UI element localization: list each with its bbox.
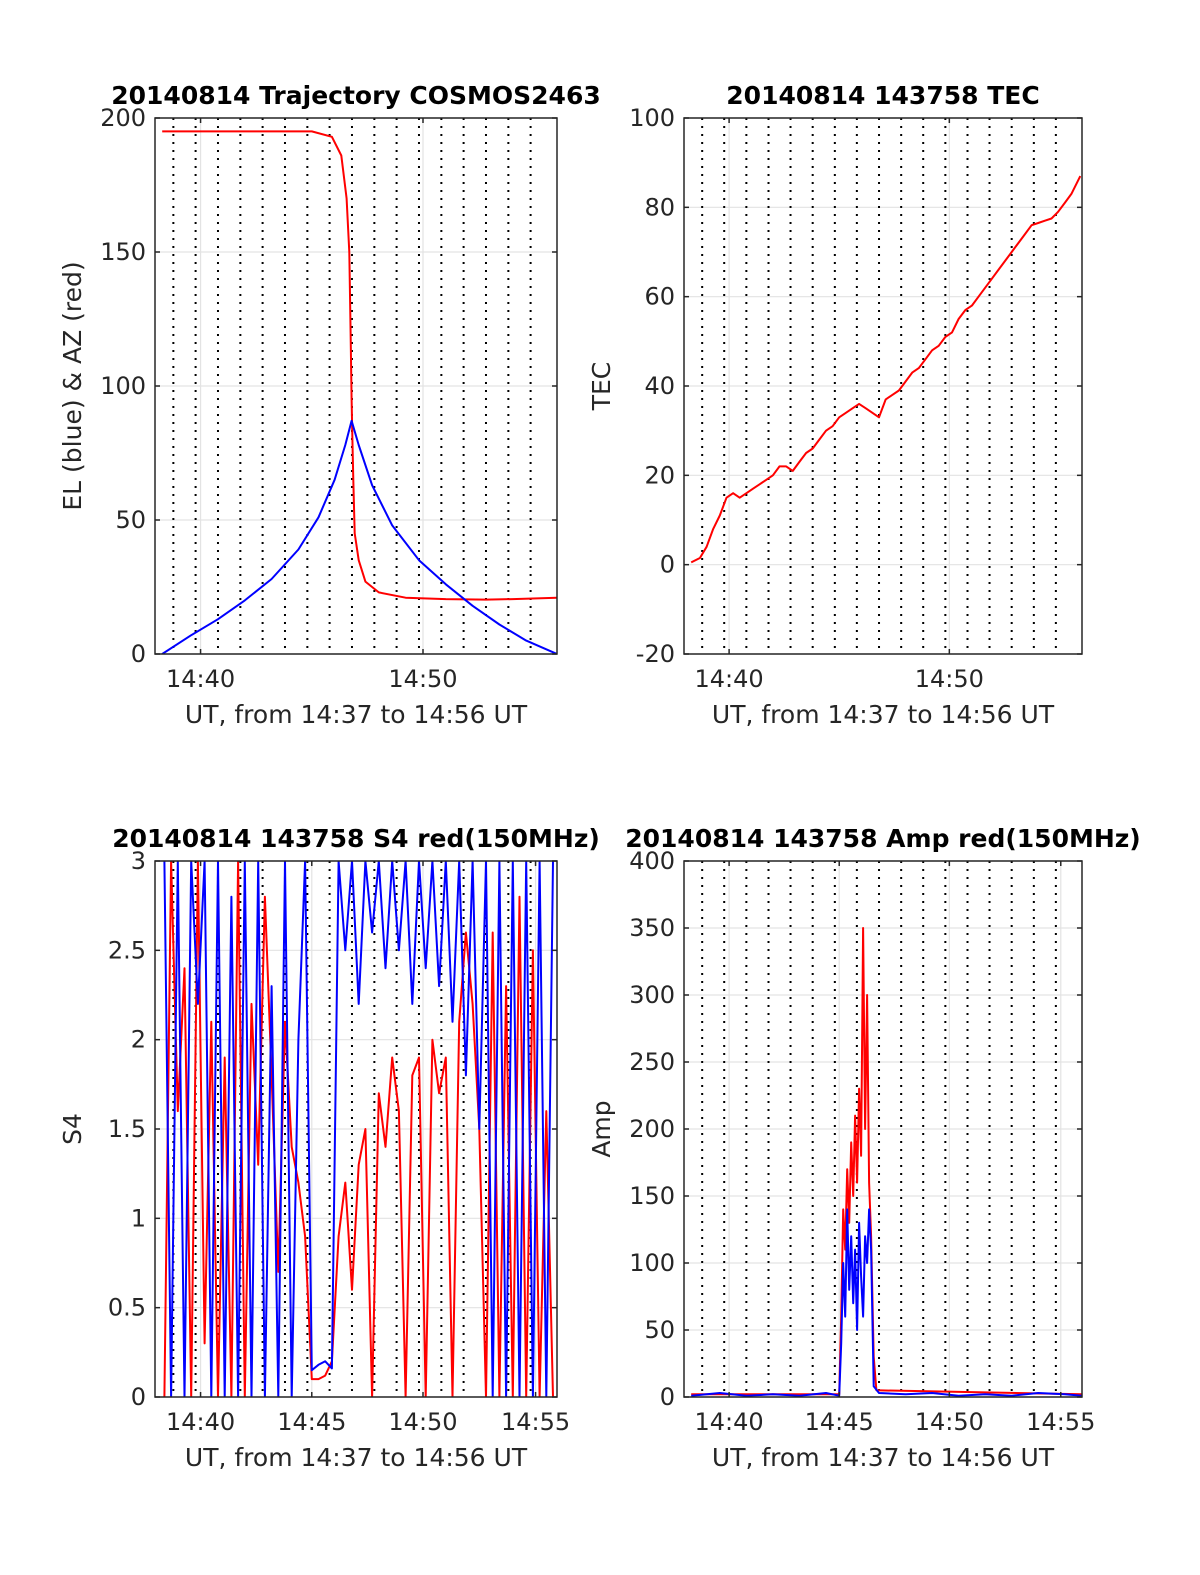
- x-tick-label: 14:40: [695, 1408, 764, 1436]
- y-tick-label: 1.5: [108, 1115, 146, 1143]
- x-axis-label: UT, from 14:37 to 14:56 UT: [185, 700, 528, 729]
- series-group: [163, 861, 554, 1397]
- y-tick-label: 40: [644, 372, 675, 400]
- chart-title: 20140814 143758 Amp red(150MHz): [625, 824, 1141, 853]
- x-axis-label: UT, from 14:37 to 14:56 UT: [712, 1443, 1055, 1472]
- y-tick-label: 50: [115, 506, 146, 534]
- series-line-0: [162, 130, 557, 601]
- x-tick-label: 14:45: [277, 1408, 346, 1436]
- x-tick-label: 14:45: [805, 1408, 874, 1436]
- series-group: [690, 175, 1082, 564]
- x-tick-label: 14:55: [1026, 1408, 1095, 1436]
- x-tick-label: 14:50: [915, 665, 984, 693]
- chart-amp: 0 50 100 150 200 250 300 350 400 14:40 14:45 14:50 1…: [587, 824, 1141, 1472]
- y-tick-label: 3: [131, 847, 146, 875]
- y-tick-label: 150: [100, 238, 146, 266]
- y-tick-label: 60: [644, 283, 675, 311]
- series-group: [161, 130, 557, 654]
- y-tick-label: 20: [644, 461, 675, 489]
- y-tick-label: 100: [629, 1249, 675, 1277]
- y-tick-label: 0: [660, 1383, 675, 1411]
- x-tick-label: 14:40: [695, 665, 764, 693]
- x-axis-label: UT, from 14:37 to 14:56 UT: [185, 1443, 528, 1472]
- y-tick-label: -20: [636, 640, 675, 668]
- y-tick-label: 300: [629, 981, 675, 1009]
- y-tick-label: 0.5: [108, 1294, 146, 1322]
- y-tick-label: 1: [131, 1204, 146, 1232]
- chart-title: 20140814 Trajectory COSMOS2463: [111, 81, 601, 110]
- y-axis-label: EL (blue) & AZ (red): [58, 261, 87, 510]
- series-line-0: [690, 175, 1082, 564]
- x-tick-label: 14:50: [915, 1408, 984, 1436]
- y-tick-label: 100: [629, 104, 675, 132]
- x-tick-label: 14:50: [388, 1408, 457, 1436]
- x-axis-label: UT, from 14:37 to 14:56 UT: [712, 700, 1055, 729]
- y-tick-label: 400: [629, 847, 675, 875]
- y-tick-label: 2: [131, 1026, 146, 1054]
- chart-title: 20140814 143758 TEC: [726, 81, 1039, 110]
- series-line-1: [163, 861, 554, 1397]
- x-tick-label: 14:40: [166, 665, 235, 693]
- y-tick-label: 0: [131, 1383, 146, 1411]
- y-axis-label: TEC: [587, 362, 616, 412]
- x-tick-label: 14:55: [501, 1408, 570, 1436]
- chart-s4: 0 0.5 1 1.5 2 2.5 3 14:40 14:45 14:50 14:55 2014081…: [58, 824, 600, 1472]
- y-axis-label: Amp: [587, 1100, 616, 1157]
- y-tick-label: 50: [644, 1316, 675, 1344]
- y-axis-label: S4: [58, 1113, 87, 1145]
- y-tick-label: 80: [644, 193, 675, 221]
- y-tick-label: 0: [660, 551, 675, 579]
- y-tick-label: 2.5: [108, 936, 146, 964]
- y-tick-label: 200: [629, 1115, 675, 1143]
- y-tick-label: 0: [131, 640, 146, 668]
- y-tick-label: 150: [629, 1182, 675, 1210]
- series-line-1: [161, 419, 557, 654]
- x-tick-label: 14:50: [388, 665, 457, 693]
- chart-tec: -20 0 20 40 60 80 100 14:40 14:50 20140814 143758…: [587, 81, 1083, 729]
- y-tick-label: 250: [629, 1048, 675, 1076]
- series-line-0: [163, 861, 554, 1397]
- chart-title: 20140814 143758 S4 red(150MHz): [112, 824, 600, 853]
- chart-trajectory: 0 50 100 150 200 14:40 14:50 20140814 Trajector…: [58, 81, 601, 729]
- y-tick-label: 200: [100, 104, 146, 132]
- x-tick-label: 14:40: [166, 1408, 235, 1436]
- y-tick-label: 350: [629, 914, 675, 942]
- y-tick-label: 100: [100, 372, 146, 400]
